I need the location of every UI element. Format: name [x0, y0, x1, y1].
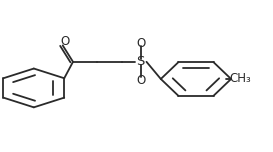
- Text: O: O: [136, 37, 145, 50]
- Text: S: S: [136, 55, 145, 68]
- Text: CH₃: CH₃: [230, 73, 251, 85]
- Text: O: O: [60, 35, 70, 48]
- Text: O: O: [136, 74, 145, 87]
